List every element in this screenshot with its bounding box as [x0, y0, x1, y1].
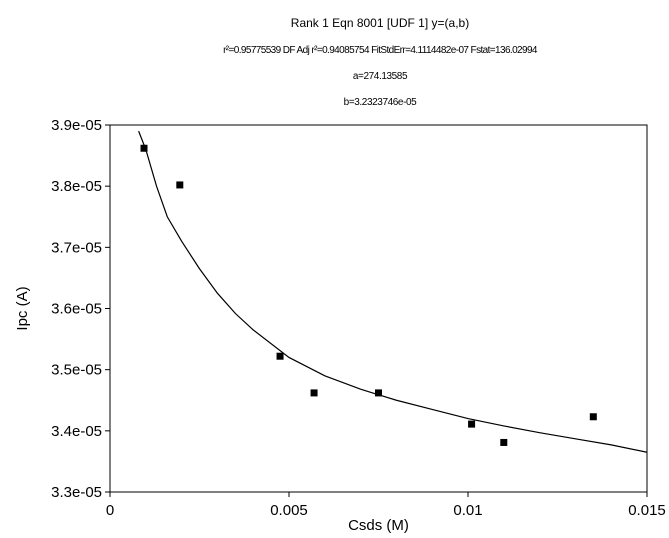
y-tick-label: 3.4e-05 [51, 423, 102, 440]
data-point [176, 181, 184, 189]
x-axis: 0 0.005 0.01 0.015 [106, 492, 666, 519]
y-tick-label: 3.9e-05 [51, 117, 102, 134]
fit-curve [138, 130, 648, 453]
parameter-b: b=3.2323746e-05 [343, 97, 417, 108]
data-point [375, 389, 382, 397]
chart-title: Rank 1 Eqn 8001 [UDF 1] y=(a,b) [290, 16, 470, 30]
x-tick-label: 0 [106, 502, 114, 519]
y-tick-label: 3.8e-05 [51, 178, 102, 195]
y-tick-label: 3.6e-05 [51, 301, 102, 318]
data-points [140, 144, 597, 446]
data-point [276, 352, 284, 360]
data-point [500, 438, 508, 446]
x-tick-label: 0.005 [270, 502, 308, 519]
parameter-a: a=274.13585 [352, 71, 408, 82]
data-point [310, 389, 318, 397]
y-tick-label: 3.5e-05 [51, 362, 102, 379]
fit-statistics: r²=0.95775539 DF Adj r²=0.94085754 FitSt… [223, 45, 537, 56]
data-point [468, 420, 476, 428]
y-axis-label: Ipc (A) [14, 286, 31, 330]
x-axis-label: Csds (M) [348, 517, 409, 534]
y-tick-label: 3.7e-05 [51, 239, 102, 256]
y-axis: 3.3e-05 3.4e-05 3.5e-05 3.6e-05 3.7e-05 3.8e-… [51, 117, 110, 501]
x-tick-label: 0.015 [628, 502, 666, 519]
y-tick-label: 3.3e-05 [51, 484, 102, 501]
data-point [140, 144, 148, 152]
data-point [589, 413, 597, 421]
x-tick-label: 0.01 [453, 502, 482, 519]
